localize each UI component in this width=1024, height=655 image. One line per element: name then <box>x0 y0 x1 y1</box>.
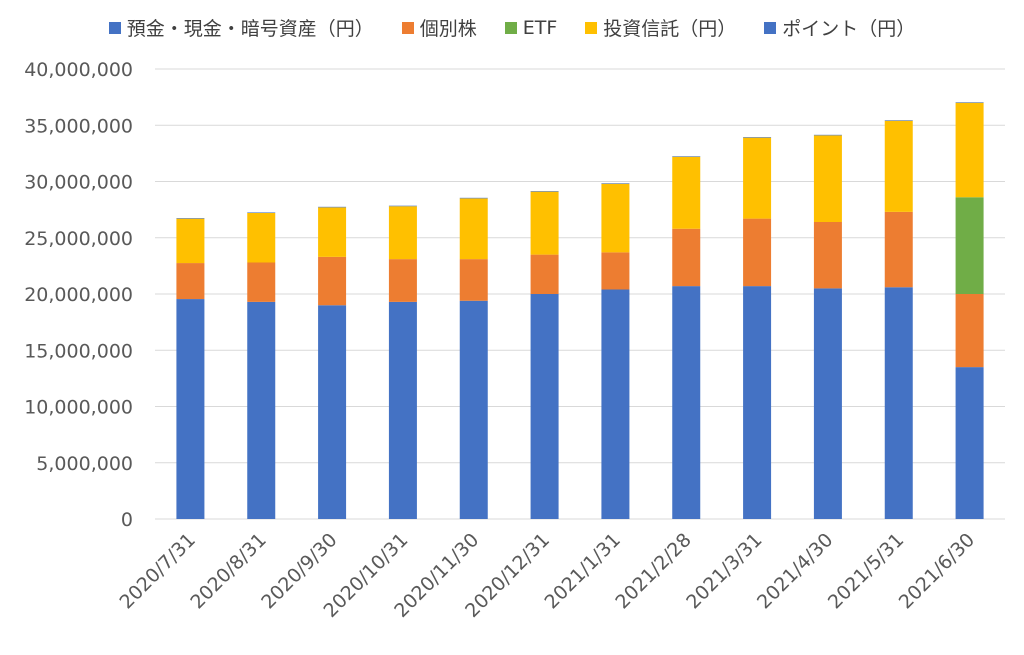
legend-item: ポイント（円） <box>764 14 915 41</box>
bar-segment <box>601 252 630 290</box>
legend-swatch <box>108 21 121 34</box>
bar-segment <box>955 294 984 368</box>
bar-segment <box>318 207 347 257</box>
legend-label: 預金・現金・暗号資産（円） <box>126 18 374 40</box>
bar-segment <box>388 206 417 260</box>
bar-segment <box>601 183 630 184</box>
legend-swatch <box>504 21 517 34</box>
y-tick-label: 30,000,000 <box>24 172 133 194</box>
bar-segment <box>318 206 347 208</box>
bar-segment <box>459 259 488 301</box>
bar-segment <box>743 286 772 519</box>
bar-segment <box>955 367 984 519</box>
x-tick-label: 2020/8/31 <box>186 529 270 613</box>
bar-segment <box>743 218 772 287</box>
bar-segment <box>530 254 559 294</box>
y-tick-label: 5,000,000 <box>36 453 133 475</box>
y-tick-label: 15,000,000 <box>24 340 133 362</box>
x-tick-label: 2021/2/28 <box>611 529 695 613</box>
bar-segment <box>743 137 772 138</box>
y-tick-label: 40,000,000 <box>24 59 133 81</box>
bar-segment <box>955 197 984 294</box>
x-tick-label: 2021/6/30 <box>895 529 979 613</box>
bar-segment <box>813 222 842 289</box>
bar-segment <box>813 288 842 519</box>
legend-label: ETF <box>522 16 558 39</box>
y-tick-label: 20,000,000 <box>24 284 133 306</box>
x-tick-label: 2021/3/31 <box>682 529 766 613</box>
bar-segment <box>388 259 417 302</box>
bar-segment <box>176 218 205 219</box>
bar-segment <box>601 289 630 519</box>
legend-swatch <box>764 21 777 34</box>
bar-segment <box>176 218 205 264</box>
bar-segment <box>318 305 347 519</box>
bar-segment <box>672 286 701 519</box>
y-tick-label: 35,000,000 <box>24 115 133 137</box>
bar-segment <box>176 299 205 519</box>
x-tick-label: 2021/1/31 <box>541 529 625 613</box>
bar-segment <box>318 256 347 306</box>
bar-segment <box>247 262 276 302</box>
bar-segment <box>884 211 913 288</box>
legend-label: 個別株 <box>419 18 477 40</box>
bar-segment <box>884 120 913 212</box>
legend-item: 個別株 <box>401 14 477 41</box>
bar-segment <box>530 294 559 519</box>
legend-swatch <box>585 21 598 34</box>
x-tick-label: 2021/4/30 <box>753 529 837 613</box>
bar-segment <box>247 213 276 263</box>
bar-segment <box>388 301 417 519</box>
y-tick-label: 25,000,000 <box>24 228 133 250</box>
bar-segment <box>530 191 559 192</box>
bar-segment <box>388 205 417 207</box>
bar-segment <box>176 263 205 300</box>
bar-segment <box>672 228 701 287</box>
bar-segment <box>247 301 276 519</box>
legend-item: ETF <box>504 14 558 41</box>
legend-swatch <box>401 21 414 34</box>
y-tick-label: 0 <box>121 509 133 531</box>
x-tick-label: 2020/7/31 <box>116 529 200 613</box>
legend-item: 投資信託（円） <box>585 14 736 41</box>
legend-label: ポイント（円） <box>782 18 916 40</box>
bar-segment <box>459 300 488 519</box>
legend: 預金・現金・暗号資産（円） 個別株 ETF 投資信託（円） ポイント（円） <box>0 14 1024 41</box>
x-tick-label: 2021/5/31 <box>824 529 908 613</box>
bar-segment <box>813 135 842 222</box>
bar-segment <box>955 102 984 103</box>
bar-segment <box>530 191 559 255</box>
bar-segment <box>743 137 772 219</box>
legend-label: 投資信託（円） <box>603 18 737 40</box>
bar-segment <box>884 120 913 121</box>
bar-segment <box>601 183 630 253</box>
bar-segment <box>247 212 276 213</box>
bar-segment <box>459 198 488 260</box>
bar-segment <box>672 156 701 157</box>
bar-segment <box>672 156 701 229</box>
bar-segment <box>459 197 488 199</box>
bar-segment <box>955 102 984 198</box>
bar-segment <box>813 134 842 136</box>
bar-segment <box>884 287 913 519</box>
y-tick-label: 10,000,000 <box>24 397 133 419</box>
legend-item: 預金・現金・暗号資産（円） <box>108 14 374 41</box>
